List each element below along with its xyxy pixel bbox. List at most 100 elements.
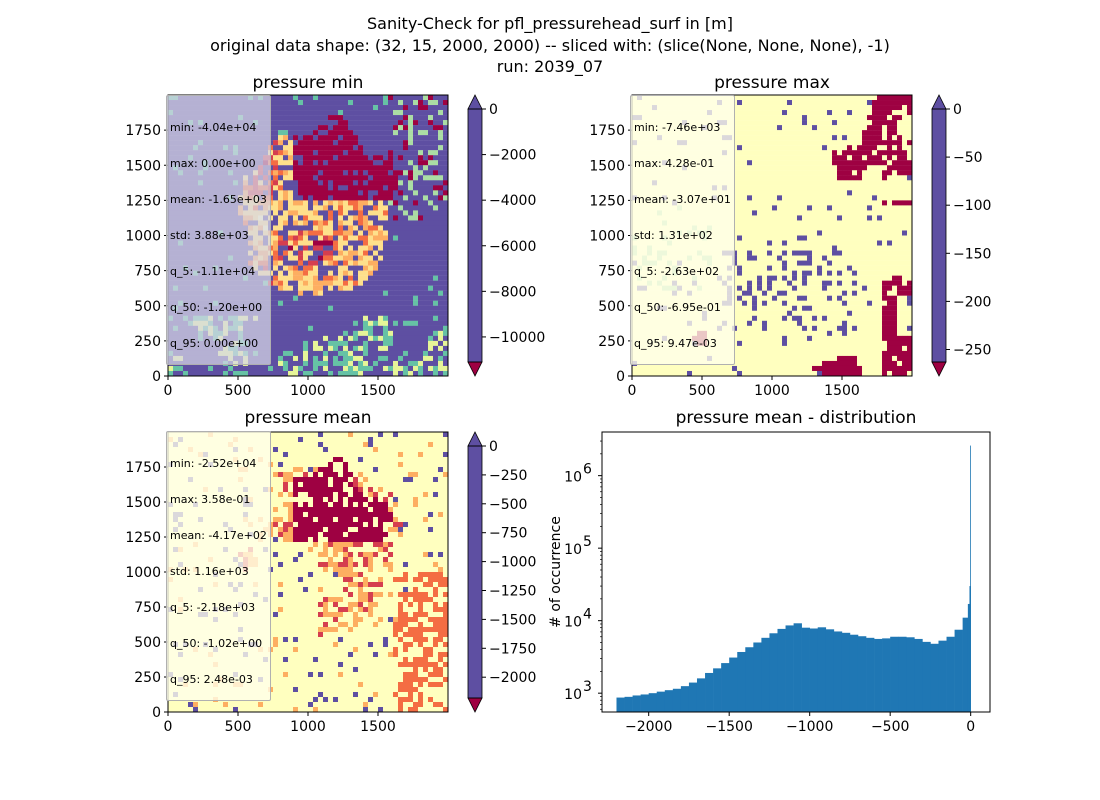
histogram-bar bbox=[833, 631, 843, 712]
y-tick-label: 500 bbox=[134, 299, 161, 315]
colorbar-tick-label: −10000 bbox=[489, 330, 545, 346]
x-tick-label: 500 bbox=[225, 383, 252, 399]
colorbar-max bbox=[932, 109, 946, 362]
y-tick-label: 1500 bbox=[125, 158, 161, 174]
colorbar-tick-label: −6000 bbox=[489, 239, 536, 255]
stats-line: q_95: 2.48e-03 bbox=[170, 673, 253, 686]
y-tick-label: 750 bbox=[598, 264, 625, 280]
x-tick-label: −2000 bbox=[625, 719, 672, 735]
histogram-bar bbox=[753, 642, 762, 712]
y-tick-label: 0 bbox=[152, 705, 161, 721]
stats-line: min: -7.46e+03 bbox=[634, 121, 721, 134]
y-tick-label: 1000 bbox=[589, 229, 625, 245]
stats-line: q_50: -6.95e-01 bbox=[634, 301, 721, 314]
y-tick-label: 1000 bbox=[125, 565, 161, 581]
suptitle-line-3: run: 2039_07 bbox=[496, 57, 604, 76]
histogram-bar bbox=[817, 627, 827, 712]
histogram-bar bbox=[898, 636, 907, 712]
y-tick-exponent: 6 bbox=[583, 462, 592, 478]
x-tick-label: 500 bbox=[225, 719, 252, 735]
histogram-bar bbox=[801, 627, 810, 712]
colorbar-tick-label: −2000 bbox=[489, 148, 536, 164]
y-tick-label: 1500 bbox=[589, 158, 625, 174]
histogram-y-axis-label: # of occurrence bbox=[548, 516, 564, 628]
stats-line: min: -2.52e+04 bbox=[170, 457, 257, 470]
colorbar-tick-label: −150 bbox=[953, 246, 991, 262]
histogram-bar bbox=[624, 696, 633, 712]
colorbar-min bbox=[468, 109, 482, 362]
histogram-bar bbox=[640, 694, 649, 712]
panel-title-mean: pressure mean bbox=[244, 408, 372, 428]
histogram-layer bbox=[616, 445, 971, 712]
colorbar-tick-label: −1000 bbox=[489, 555, 536, 571]
y-tick-label: 1250 bbox=[125, 193, 161, 209]
histogram-bar bbox=[672, 688, 682, 712]
suptitle-line-1: Sanity-Check for pfl_pressurehead_surf i… bbox=[367, 14, 733, 33]
x-tick-label: 0 bbox=[164, 719, 173, 735]
y-tick-label: 1500 bbox=[125, 495, 161, 511]
stats-line: std: 1.16e+03 bbox=[170, 565, 249, 578]
x-tick-label: 1500 bbox=[360, 383, 396, 399]
histogram-bar bbox=[696, 678, 706, 712]
stats-line: mean: -1.65e+03 bbox=[170, 193, 267, 206]
x-tick-label: 1000 bbox=[754, 383, 790, 399]
colorbar-tick-label: −250 bbox=[489, 468, 527, 484]
colorbar-tick-label: −1250 bbox=[489, 583, 536, 599]
stats-line: q_5: -2.63e+02 bbox=[634, 265, 720, 278]
histogram-bar bbox=[970, 445, 971, 712]
x-tick-label: −1500 bbox=[706, 719, 753, 735]
colorbar-tick-label: 0 bbox=[489, 439, 498, 455]
stats-line: std: 3.88e+03 bbox=[170, 229, 249, 242]
panel-title-max: pressure max bbox=[714, 73, 830, 93]
stats-line: q_50: -1.20e+00 bbox=[170, 301, 263, 314]
histogram-bar bbox=[946, 636, 955, 712]
histogram-bar bbox=[616, 697, 625, 712]
y-tick-label: 1000 bbox=[125, 229, 161, 245]
colorbar-layer: 0−2000−4000−6000−8000−100000−50−100−150−… bbox=[467, 94, 991, 713]
y-tick-label: 1750 bbox=[589, 123, 625, 139]
stats-line: max: 0.00e+00 bbox=[170, 157, 256, 170]
x-tick-label: 0 bbox=[164, 383, 173, 399]
colorbar-mean bbox=[468, 446, 482, 698]
stats-line: max: 3.58e-01 bbox=[170, 493, 251, 506]
x-tick-label: 1000 bbox=[290, 719, 326, 735]
x-tick-label: −1000 bbox=[786, 719, 833, 735]
y-tick-exponent: 3 bbox=[583, 679, 592, 695]
histogram-bar bbox=[882, 638, 891, 712]
histogram-bar bbox=[777, 628, 786, 712]
histogram-bar bbox=[825, 629, 835, 712]
stats-line: mean: -4.17e+02 bbox=[170, 529, 267, 542]
histogram-bar bbox=[841, 632, 851, 712]
y-tick-label: 1250 bbox=[589, 193, 625, 209]
histogram-bar bbox=[866, 637, 875, 712]
panel-title-distribution: pressure mean - distribution bbox=[675, 408, 917, 428]
colorbar-extend-top bbox=[467, 431, 483, 447]
histogram-bar bbox=[737, 651, 746, 712]
histogram-bar bbox=[962, 617, 969, 712]
histogram-bar bbox=[745, 647, 754, 712]
histogram-bar bbox=[954, 629, 963, 712]
histogram-bar bbox=[938, 640, 947, 712]
colorbar-tick-label: −1500 bbox=[489, 612, 536, 628]
y-tick-label: 10 bbox=[564, 542, 582, 558]
stats-box-mean: min: -2.52e+04 max: 3.58e-01 mean: -4.17… bbox=[166, 431, 271, 701]
colorbar-tick-label: −100 bbox=[953, 198, 991, 214]
histogram-bar bbox=[890, 636, 899, 712]
y-tick-label: 250 bbox=[598, 334, 625, 350]
histogram-bar bbox=[922, 641, 931, 712]
suptitle-line-2: original data shape: (32, 15, 2000, 2000… bbox=[210, 36, 890, 55]
axes-frame-distribution bbox=[601, 431, 991, 713]
x-tick-label: 1500 bbox=[360, 719, 396, 735]
colorbar-tick-label: −8000 bbox=[489, 284, 536, 300]
histogram-bar bbox=[656, 691, 666, 712]
y-tick-label: 750 bbox=[134, 264, 161, 280]
y-tick-label: 10 bbox=[564, 470, 582, 486]
y-tick-label: 500 bbox=[598, 299, 625, 315]
y-tick-label: 750 bbox=[134, 600, 161, 616]
histogram-bar bbox=[632, 695, 641, 712]
histogram-bar bbox=[785, 625, 794, 712]
colorbar-tick-label: −500 bbox=[489, 497, 527, 513]
y-tick-label: 0 bbox=[152, 369, 161, 385]
